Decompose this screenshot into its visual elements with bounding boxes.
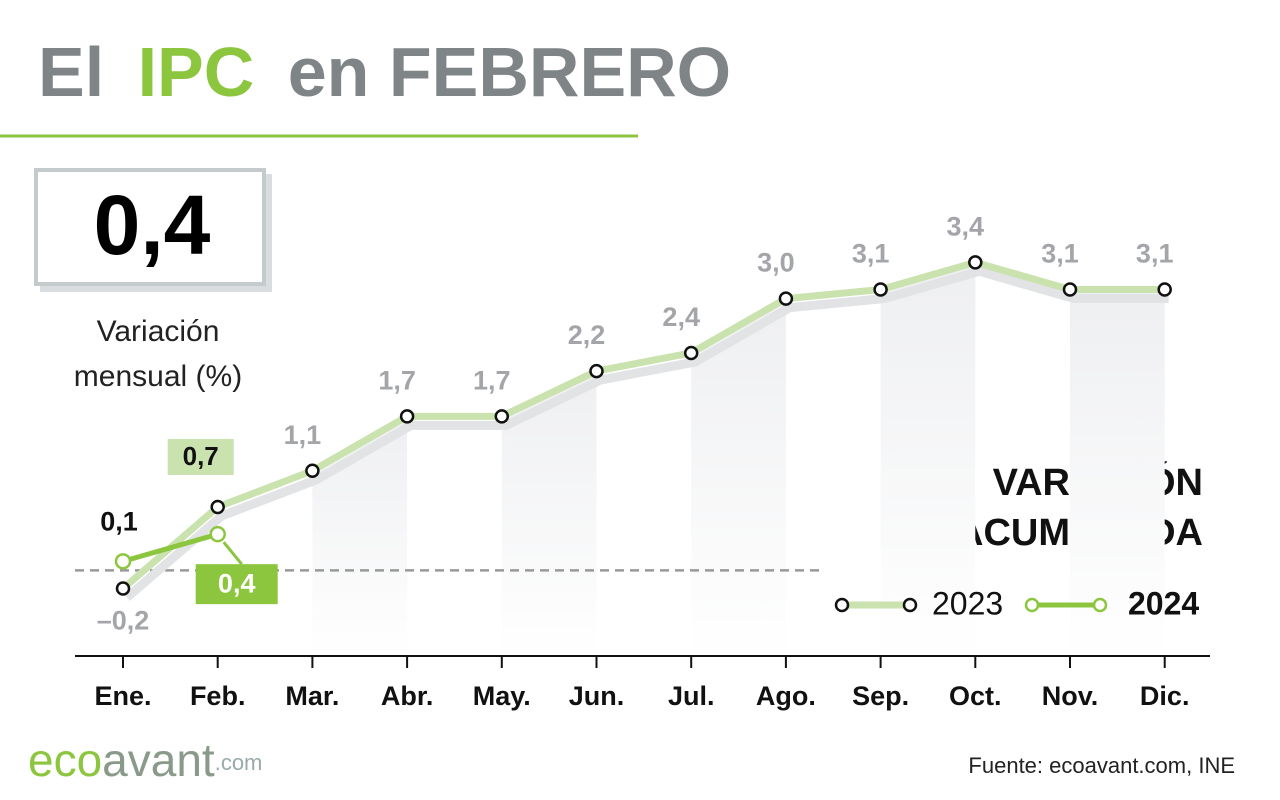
headline-value: 0,4 [94,178,211,272]
headline-caption: mensual (%) [74,360,242,393]
data-label: 3,0 [757,248,795,278]
point [115,581,131,596]
title-part: IPC [138,33,255,111]
point [209,525,226,543]
legend-dot [902,597,918,613]
logo-part: avant [102,734,215,786]
legend-label: 2023 [932,585,1003,621]
data-label: 1,7 [378,366,416,396]
point [494,409,510,424]
point [968,255,983,270]
series-line [120,258,1165,592]
headline-box [34,168,266,286]
data-label: 3,4 [947,211,985,241]
x-tick-label: Dic. [1140,681,1190,711]
page-title: El IPC en FEBRERO [38,33,731,111]
x-tick-label: Sep. [852,681,909,711]
x-tick-label: Abr. [381,681,434,711]
data-label: 3,1 [1041,239,1079,269]
point [1157,282,1172,297]
point [210,499,225,515]
data-label: 1,1 [284,420,322,450]
point [114,553,132,570]
data-label: 3,1 [1136,239,1174,269]
x-tick-label: Nov. [1042,681,1099,711]
data-label: 2,2 [568,320,606,350]
data-label: 0,7 [183,441,219,471]
source: Fuente: ecoavant.com, INE [968,753,1235,778]
point [399,409,415,424]
legend-label: 2024 [1128,585,1199,621]
point [778,291,794,306]
title-part: El [38,33,104,111]
point [589,363,604,379]
logo: ecoavant.com [28,734,262,786]
x-tick-label: Feb. [190,681,246,711]
x-tick-label: Ene. [94,681,151,711]
x-tick-label: Oct. [949,681,1002,711]
data-label: 0,1 [100,506,138,536]
shade [501,371,597,656]
legend-dot [1092,597,1108,613]
logo-part: eco [28,734,102,786]
legend-dot [1024,597,1040,613]
label-box [195,564,278,605]
x-tick-label: Mar. [285,681,339,711]
logo-part: .com [215,750,263,775]
data-label: 3,1 [852,239,890,269]
legend-dot [834,597,850,613]
point [1062,282,1078,297]
data-label: –0,2 [97,606,150,636]
point [305,463,320,478]
label-leader [222,541,243,566]
line-shadow [124,266,1169,601]
shade [691,298,786,656]
title-part: en FEBRERO [288,33,731,111]
point [683,345,699,361]
shade [880,262,976,656]
shade [312,416,408,656]
x-tick-label: May. [473,681,531,711]
data-label: 0,4 [218,568,256,598]
shade [1070,289,1165,656]
data-label: 1,7 [473,366,511,396]
x-tick-label: Ago. [756,681,816,711]
label-box [167,438,234,475]
x-tick-label: Jun. [569,681,625,711]
data-label: 2,4 [662,302,700,332]
point [873,282,888,297]
headline-caption: Variación [97,315,220,348]
series-line [122,531,219,564]
x-tick-label: Jul. [668,681,715,711]
